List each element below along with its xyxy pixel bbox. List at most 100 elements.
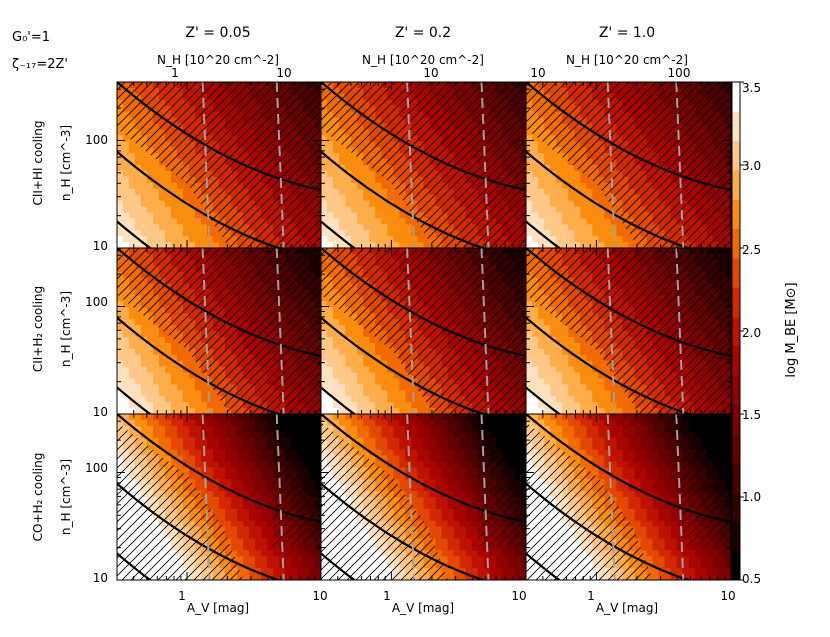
- heat-cell: [321, 177, 328, 184]
- heat-cell: [123, 171, 130, 178]
- heat-cell: [165, 402, 172, 409]
- heat-cell: [556, 195, 563, 202]
- heat-cell: [177, 218, 184, 225]
- heat-cell: [153, 224, 160, 231]
- heat-cell: [357, 378, 364, 385]
- heat-cell: [153, 402, 160, 409]
- heat-cell: [333, 189, 340, 196]
- heat-cell: [333, 177, 340, 184]
- heat-cell: [351, 195, 358, 202]
- heat-cell: [195, 390, 202, 397]
- heat-cell: [159, 367, 166, 374]
- heat-cell: [147, 378, 154, 385]
- heat-cell: [351, 189, 358, 196]
- heat-cell: [189, 224, 196, 231]
- heat-cell: [351, 165, 358, 172]
- heat-cell: [165, 349, 172, 356]
- heat-cell: [538, 207, 545, 214]
- heat-cell: [363, 361, 370, 368]
- heat-cell: [399, 390, 406, 397]
- heat-cell: [592, 189, 599, 196]
- heat-cell: [556, 165, 563, 172]
- heat-cell: [135, 207, 142, 214]
- heat-cell: [171, 396, 178, 403]
- heat-cell: [592, 230, 599, 237]
- heat-cell: [562, 207, 569, 214]
- heat-cell: [123, 378, 130, 385]
- heat-cell: [580, 236, 587, 243]
- heat-cell: [147, 390, 154, 397]
- heat-cell: [123, 373, 130, 380]
- heat-cell: [189, 195, 196, 202]
- heat-cell: [123, 147, 130, 154]
- heat-cell: [580, 224, 587, 231]
- heat-cell: [598, 218, 605, 225]
- heat-cell: [393, 230, 400, 237]
- heat-cell: [351, 218, 358, 225]
- heat-cell: [165, 224, 172, 231]
- heat-cell: [165, 361, 172, 368]
- heat-cell: [375, 177, 382, 184]
- heat-cell: [544, 207, 551, 214]
- heat-cell: [363, 224, 370, 231]
- heat-cell: [568, 224, 575, 231]
- heat-cell: [375, 236, 382, 243]
- heat-cell: [381, 378, 388, 385]
- heat-cell: [321, 337, 328, 344]
- heat-cell: [375, 230, 382, 237]
- heat-cell: [381, 212, 388, 219]
- heat-cell: [117, 177, 124, 184]
- heat-cell: [177, 230, 184, 237]
- heat-cell: [381, 207, 388, 214]
- heat-cell: [351, 402, 358, 409]
- heat-cell: [357, 224, 364, 231]
- heat-cell: [195, 378, 202, 385]
- heat-cell: [171, 207, 178, 214]
- heat-cell: [117, 331, 124, 338]
- heat-cell: [363, 378, 370, 385]
- heat-cell: [327, 373, 334, 380]
- heat-cell: [129, 349, 136, 356]
- x-tick-c1-1: 1: [178, 589, 186, 603]
- heat-cell: [363, 207, 370, 214]
- heat-cell: [351, 207, 358, 214]
- heat-cell: [333, 201, 340, 208]
- heat-cell: [339, 195, 346, 202]
- heat-cell: [351, 355, 358, 362]
- heat-cell: [123, 177, 130, 184]
- heat-cell: [345, 349, 352, 356]
- heat-cell: [363, 337, 370, 344]
- heat-cell: [183, 373, 190, 380]
- heat-cell: [171, 236, 178, 243]
- heat-cell: [369, 402, 376, 409]
- heat-cell: [195, 212, 202, 219]
- heat-cell: [556, 236, 563, 243]
- x-tick-c1-10: 10: [312, 589, 327, 603]
- x-tick-c3-1: 1: [587, 589, 595, 603]
- heat-cell: [147, 218, 154, 225]
- heat-cell: [123, 165, 130, 172]
- heat-cell: [544, 147, 551, 154]
- heat-cell: [363, 201, 370, 208]
- heat-cell: [177, 236, 184, 243]
- heat-cell: [165, 390, 172, 397]
- heat-cell: [195, 402, 202, 409]
- heat-cell: [123, 189, 130, 196]
- heat-cell: [369, 384, 376, 391]
- heat-cell: [123, 183, 130, 190]
- heat-cell: [375, 343, 382, 350]
- heat-cell: [117, 373, 124, 380]
- heat-cell: [399, 230, 406, 237]
- heat-cell: [153, 361, 160, 368]
- heat-cell: [345, 319, 352, 326]
- heat-cell: [147, 165, 154, 172]
- heat-cell: [357, 212, 364, 219]
- heat-cell: [351, 367, 358, 374]
- heat-cell: [141, 165, 148, 172]
- heat-cell: [327, 207, 334, 214]
- heat-cell: [381, 373, 388, 380]
- heat-cell: [387, 236, 394, 243]
- heat-cell: [147, 183, 154, 190]
- heat-cell: [333, 147, 340, 154]
- heat-cell: [183, 384, 190, 391]
